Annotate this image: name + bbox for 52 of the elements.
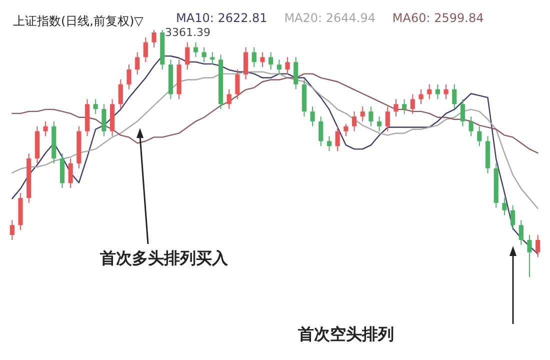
candlestick (244, 46, 248, 80)
candlestick (402, 98, 407, 114)
candlestick (202, 46, 206, 63)
candlestick (394, 98, 398, 117)
candlestick (210, 52, 215, 66)
candlestick (510, 204, 516, 231)
candlestick (352, 111, 357, 132)
candlestick (410, 94, 415, 114)
candlestick (527, 234, 532, 278)
candlestick (226, 88, 232, 110)
candlestick (318, 116, 324, 147)
candlestick (518, 220, 524, 246)
candlestick (368, 106, 374, 127)
text: MA10: 2622.81 (176, 11, 268, 25)
candlestick (68, 158, 73, 189)
candlestick (43, 120, 48, 137)
chart-title: 上证指数(日线,前复权)▽ (13, 14, 144, 28)
annotation: 3361.39 (165, 26, 211, 39)
text: MA60: 2599.84 (392, 11, 484, 25)
candlestick (268, 52, 274, 70)
candlestick (135, 52, 140, 75)
candlestick (252, 46, 256, 68)
candlestick (502, 197, 507, 216)
candlestick (452, 84, 457, 110)
text: MA20: 2644.94 (284, 11, 376, 25)
candlestick (185, 42, 190, 70)
candlestick (377, 116, 382, 132)
candlestick (310, 106, 315, 127)
candlestick (93, 98, 98, 114)
candlestick (118, 78, 123, 110)
candlestick (126, 64, 132, 90)
candlestick (102, 104, 106, 137)
candlestick (285, 56, 290, 75)
candlestick (10, 220, 14, 240)
annotation: 首次多头排列买入 (99, 248, 229, 268)
candlestick (276, 59, 282, 75)
candlestick (468, 116, 474, 137)
candlestick (152, 30, 156, 48)
candlestick (294, 56, 298, 90)
candlestick (260, 52, 265, 68)
candlestick (418, 88, 424, 105)
candlestick (235, 69, 240, 100)
candlestick (143, 36, 148, 63)
candlestick (360, 106, 365, 122)
candlestick (477, 126, 482, 147)
text: 首次空头排列 (297, 324, 394, 344)
candlestick (335, 126, 340, 152)
candlestick (385, 106, 390, 132)
candlestick (536, 234, 540, 258)
candlestick (460, 98, 466, 127)
candlestick (326, 136, 332, 152)
candlestick (344, 123, 348, 137)
